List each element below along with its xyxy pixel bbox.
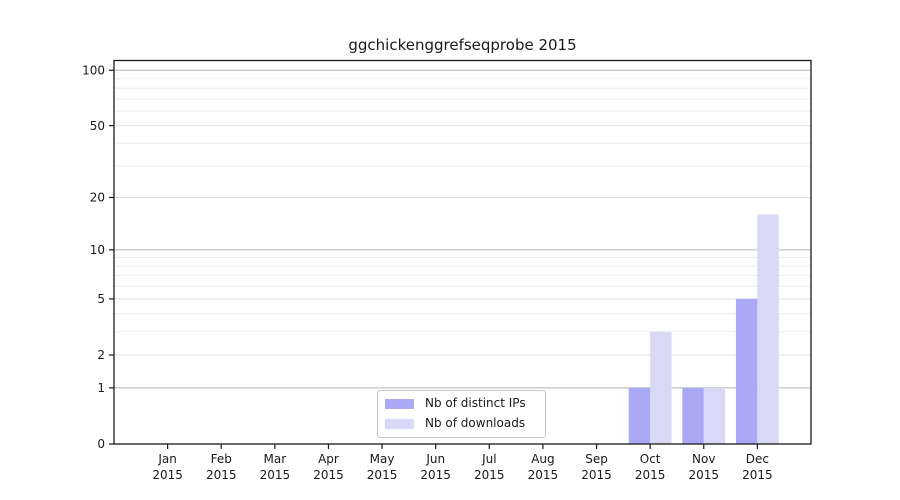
x-tick-label-year: 2015	[635, 468, 666, 482]
x-tick-label-year: 2015	[742, 468, 773, 482]
chart-title: ggchickenggrefseqprobe 2015	[348, 36, 577, 54]
y-tick-label: 20	[90, 191, 105, 205]
x-tick-label-month: May	[370, 452, 395, 466]
x-tick-label-month: Jul	[481, 452, 496, 466]
legend-swatch-downloads	[385, 418, 414, 429]
x-tick-label-year: 2015	[420, 468, 451, 482]
legend-label-downloads: Nb of downloads	[425, 416, 526, 430]
x-tick-label-year: 2015	[313, 468, 344, 482]
legend-item-downloads: Nb of downloads	[385, 417, 537, 430]
x-tick-label-year: 2015	[474, 468, 505, 482]
y-tick-label: 0	[97, 437, 105, 451]
x-tick-label-year: 2015	[528, 468, 559, 482]
x-tick-label-year: 2015	[206, 468, 237, 482]
legend-item-distinct-ips: Nb of distinct IPs	[385, 397, 537, 410]
x-tick-label-month: Nov	[692, 452, 715, 466]
legend-label-distinct-ips: Nb of distinct IPs	[425, 396, 526, 410]
x-tick-label-year: 2015	[581, 468, 612, 482]
x-tick-label-year: 2015	[260, 468, 291, 482]
x-tick-label-year: 2015	[367, 468, 398, 482]
plot-border	[113, 59, 812, 445]
bar-distinct-ips	[735, 298, 758, 444]
legend: Nb of distinct IPs Nb of downloads	[377, 390, 546, 438]
x-tick-label-month: Aug	[531, 452, 554, 466]
bar-downloads	[703, 387, 726, 444]
y-tick-label: 50	[90, 119, 105, 133]
bar-distinct-ips	[682, 387, 704, 444]
y-tick-label: 5	[97, 292, 105, 306]
x-tick-label-month: Jun	[425, 452, 445, 466]
x-tick-label-month: Oct	[640, 452, 661, 466]
y-tick-label: 100	[82, 64, 105, 78]
x-tick-label-month: Apr	[318, 452, 339, 466]
x-tick-label-month: Dec	[746, 452, 769, 466]
x-tick-label-month: Feb	[211, 452, 232, 466]
y-tick-label: 1	[97, 381, 105, 395]
bar-distinct-ips	[628, 387, 651, 444]
x-tick-label-year: 2015	[152, 468, 183, 482]
y-tick-label: 2	[97, 348, 105, 362]
bar-downloads	[757, 214, 779, 444]
y-tick-label: 10	[90, 243, 105, 257]
bar-downloads	[650, 331, 672, 444]
x-tick-label-month: Sep	[585, 452, 608, 466]
legend-swatch-distinct-ips	[385, 398, 414, 409]
x-tick-label-year: 2015	[688, 468, 719, 482]
x-tick-label-month: Jan	[157, 452, 177, 466]
x-tick-label-month: Mar	[264, 452, 287, 466]
